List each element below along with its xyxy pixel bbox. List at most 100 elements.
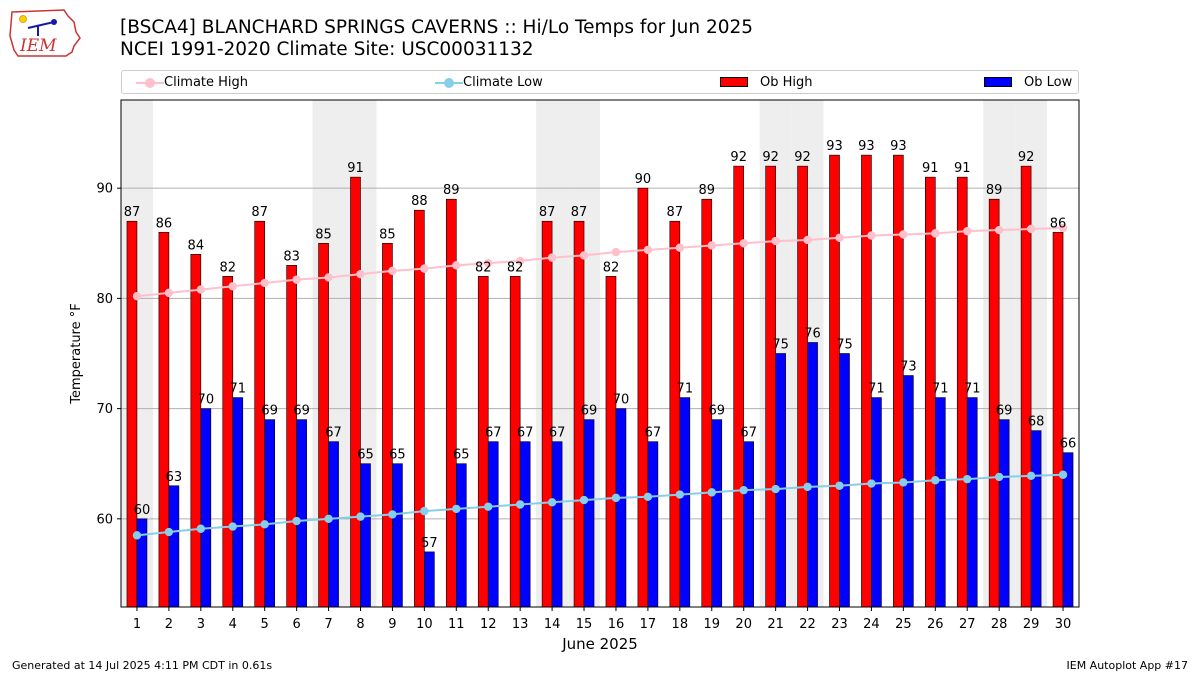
x-tick-label: 22	[799, 617, 816, 632]
climate-high-point	[1026, 224, 1036, 234]
x-tick-label: 18	[672, 617, 689, 632]
climate-low-point	[388, 510, 397, 519]
ob-high-label: 89	[986, 183, 1003, 198]
ob-low-label: 73	[900, 360, 917, 375]
climate-low-point	[835, 481, 844, 490]
logo-text: IEM	[19, 36, 57, 56]
chart-title: [BSCA4] BLANCHARD SPRINGS CAVERNS :: Hi/…	[120, 17, 754, 38]
climate-high-point	[452, 261, 461, 270]
ob-low-bar	[711, 419, 723, 608]
climate-low-point	[196, 524, 206, 533]
ob-high-swatch-icon	[720, 77, 748, 87]
ob-high-label: 89	[443, 183, 460, 198]
ob-high-label: 87	[124, 205, 141, 220]
x-tick-label: 27	[959, 617, 976, 632]
climate-high-marker-icon	[145, 78, 155, 88]
climate-low-point	[931, 476, 940, 485]
ob-low-bar	[839, 353, 850, 608]
climate-high-point	[515, 256, 525, 266]
chart-legend: Climate High Climate Low Ob High Ob Low	[121, 70, 1079, 94]
climate-low-point	[547, 498, 557, 507]
x-tick-label: 10	[416, 617, 433, 632]
climate-low-point	[292, 516, 301, 526]
climate-low-point	[739, 485, 748, 495]
climate-low-point	[1058, 470, 1068, 479]
x-tick-label: 8	[356, 617, 364, 632]
x-tick-label: 14	[544, 617, 561, 632]
climate-high-point	[867, 231, 876, 240]
ob-low-bar	[775, 353, 786, 608]
ob-low-label: 57	[421, 536, 438, 551]
ob-high-bar	[190, 254, 202, 608]
climate-high-point	[547, 253, 557, 262]
ob-low-bar	[647, 441, 659, 608]
ob-high-label: 92	[762, 150, 779, 165]
climate-low-point	[771, 484, 780, 494]
climate-high-point	[260, 278, 269, 288]
x-tick-label: 2	[165, 617, 173, 632]
y-axis-label: Temperature °F	[69, 303, 84, 404]
climate-low-point	[452, 504, 461, 514]
climate-high-point	[771, 236, 780, 246]
ob-high-label: 84	[188, 238, 205, 253]
ob-low-bar	[360, 463, 371, 608]
ob-low-label: 63	[166, 470, 183, 485]
x-tick-label: 6	[292, 617, 300, 632]
climate-low-marker-icon	[444, 78, 454, 88]
y-tick-label: 70	[96, 402, 113, 417]
climate-high-point	[1058, 223, 1068, 233]
ob-low-bar	[392, 463, 403, 608]
climate-low-point	[164, 527, 174, 537]
legend-label: Ob High	[760, 75, 813, 90]
ob-low-label: 65	[453, 448, 470, 463]
x-tick-label: 19	[703, 617, 720, 632]
x-tick-label: 16	[608, 617, 625, 632]
ob-low-label: 65	[389, 448, 406, 463]
ob-high-label: 83	[283, 249, 300, 264]
ob-high-label: 86	[156, 216, 173, 231]
ob-high-label: 86	[1050, 216, 1067, 231]
y-tick-label: 90	[96, 182, 113, 197]
ob-high-bar	[126, 220, 138, 608]
ob-low-label: 69	[293, 404, 310, 419]
ob-high-label: 85	[379, 227, 396, 242]
climate-low-point	[1026, 471, 1036, 481]
climate-high-point	[228, 282, 237, 291]
ob-high-label: 92	[794, 150, 811, 165]
ob-low-bar	[487, 441, 499, 608]
climate-high-point	[931, 229, 940, 238]
ob-low-bar	[998, 419, 1010, 608]
climate-high-point	[835, 233, 844, 242]
x-tick-label: 1	[133, 617, 141, 632]
ob-high-label: 92	[730, 150, 747, 165]
climate-low-point	[643, 492, 653, 501]
ob-low-label: 69	[708, 404, 725, 419]
ob-low-bar	[679, 397, 691, 608]
ob-low-bar	[615, 408, 627, 608]
x-tick-label: 21	[767, 617, 784, 632]
ob-low-label: 70	[198, 393, 215, 408]
climate-high-point	[164, 288, 174, 298]
climate-low-point	[579, 495, 589, 505]
ob-low-label: 60	[134, 503, 151, 518]
ob-low-bar	[1030, 430, 1042, 608]
ob-low-bar	[168, 485, 180, 608]
ob-high-label: 87	[251, 205, 268, 220]
ob-low-label: 67	[517, 426, 534, 441]
x-axis-label: June 2025	[561, 635, 638, 653]
x-tick-label: 23	[831, 617, 848, 632]
x-tick-label: 20	[735, 617, 752, 632]
ob-low-bar	[455, 463, 467, 608]
climate-high-point	[484, 258, 493, 268]
ob-high-label: 91	[347, 161, 364, 176]
ob-low-label: 75	[772, 338, 789, 353]
climate-low-point	[707, 488, 716, 497]
climate-low-point	[356, 512, 365, 521]
ob-high-bar	[382, 242, 393, 608]
x-tick-label: 28	[991, 617, 1008, 632]
climate-high-point	[132, 291, 142, 301]
ob-low-bar	[264, 419, 276, 608]
ob-high-bar	[541, 220, 553, 608]
ob-high-bar	[158, 231, 170, 608]
